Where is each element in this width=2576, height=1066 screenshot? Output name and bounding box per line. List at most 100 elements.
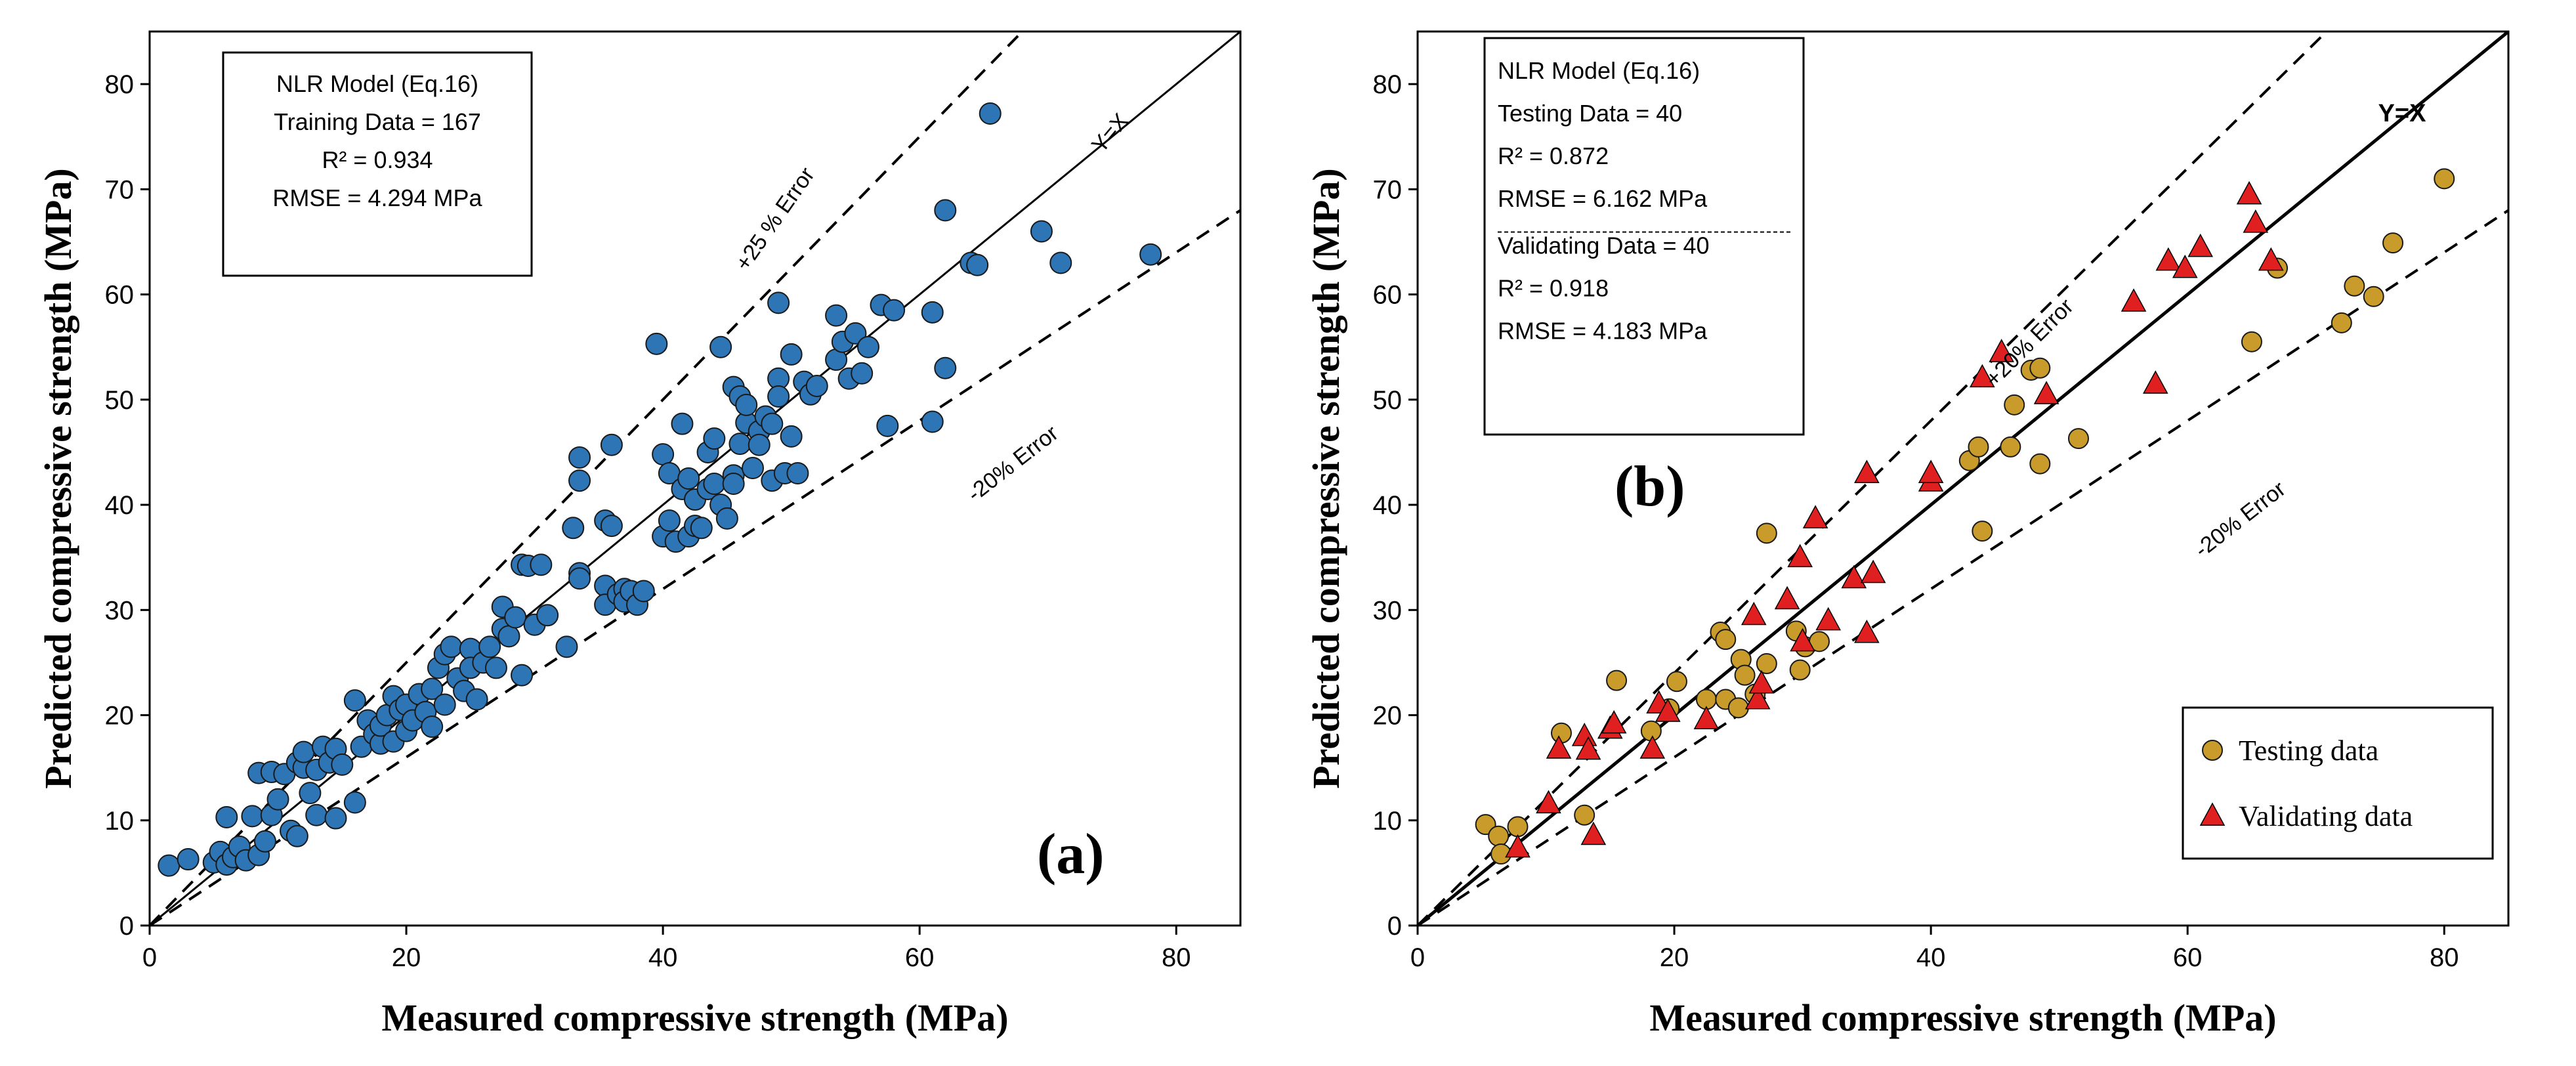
panel-b-info-line: NLR Model (Eq.16) [1498,57,1700,84]
panel-b-y-tick-label: 70 [1373,175,1403,204]
panel-a-data-point-training-data [786,461,809,484]
panel-a-data-point-training-data [703,427,726,450]
panel-a-data-point-training-data [511,664,534,687]
panel-b-data-point-validating-data [1774,586,1800,610]
panel-a-data-point-training-data [331,753,354,776]
panel-b-legend-marker [2199,802,2226,826]
panel-b-y-tick-label: 60 [1373,281,1403,310]
panel-b-data-point-testing-data [1488,825,1510,847]
panel-b-data-point-testing-data [2067,428,2089,450]
panel-b-data-point-testing-data [2000,436,2021,458]
panel-b-reference-line-y-equals-x [1418,32,2508,926]
panel-b-data-point-validating-data [1575,736,1601,760]
panel-a-info-line: Training Data = 167 [274,108,481,135]
panel-a-data-point-training-data [805,374,828,397]
panel-b-data-point-validating-data [1802,505,1828,528]
panel-b-data-point-validating-data [1601,710,1627,734]
panel-b-data-point-validating-data [1655,698,1681,722]
panel-a-panel-label: (a) [1037,822,1105,886]
panel-a-info-line: R² = 0.934 [322,146,433,173]
panel-b-data-point-validating-data [1546,735,1572,759]
panel-a-data-point-training-data [1049,251,1072,274]
panel-b-data-point-testing-data [1756,522,1777,544]
panel-b-data-point-testing-data [1606,670,1628,691]
panel-b-info-line: RMSE = 6.162 MPa [1498,185,1708,212]
panel-b-info-line: Validating Data = 40 [1498,232,1710,259]
panel-a-data-point-training-data [343,791,366,814]
panel-a-data-point-training-data [851,362,874,385]
panel-b-x-tick-label: 20 [1660,943,1689,972]
panel-a-data-point-training-data [632,580,655,603]
panel-b-data-point-validating-data [1741,601,1767,626]
panel-a-data-point-training-data [856,335,879,358]
panel-b-data-point-testing-data [2434,168,2455,190]
panel-b-data-point-testing-data [1734,664,1756,686]
panel-a-y-tick-label: 20 [105,702,135,731]
panel-b-x-axis-title: Measured compressive strength (MPa) [1649,996,2276,1039]
panel-a-data-point-training-data [497,625,520,648]
panel-a-data-point-training-data [421,677,444,700]
panel-a-data-point-training-data [780,425,803,448]
panel-a-y-tick-label: 10 [105,807,135,836]
panel-a-x-tick-label: 40 [648,943,678,972]
panel-a-data-point-training-data [966,253,989,276]
panel-a-data-point-training-data [158,854,180,877]
panel-b-x-tick-label: 60 [2173,943,2203,972]
panel-a-data-point-training-data [343,689,366,712]
panel-a-x-axis-title: Measured compressive strength (MPa) [381,996,1008,1039]
panel-b-data-point-validating-data [1505,834,1531,858]
panel-b-data-point-testing-data [1972,521,1993,542]
panel-a-data-point-training-data [562,517,585,540]
panel-b-data-point-testing-data [1727,697,1749,719]
panel-a-data-point-training-data [767,291,790,314]
panel-a-data-point-training-data [484,656,507,679]
panel-a-data-point-training-data [645,332,668,355]
panel-b-legend [2182,706,2494,860]
panel-a-data-point-training-data [1030,220,1053,243]
panel-b-data-point-testing-data [1666,671,1687,693]
panel-b-y-tick-label: 80 [1373,70,1403,99]
panel-a-data-point-training-data [600,433,623,456]
panel-b-info-line: R² = 0.872 [1498,142,1609,169]
panel-a-data-point-training-data [979,102,1002,125]
panel-b-data-point-validating-data [1989,339,2014,362]
panel-b-y-tick-label: 50 [1373,386,1403,415]
panel-a-data-point-training-data [504,606,527,629]
panel-b-legend-marker [2202,740,2223,761]
panel-a-x-tick-label: 20 [392,943,421,972]
panel-a-data-point-training-data [241,805,264,828]
panel-a-y-tick-label: 40 [105,491,135,520]
panel-a-data-point-training-data [285,824,308,847]
panel-b-data-point-validating-data [2236,181,2262,205]
panel-b-y-tick-label: 20 [1373,702,1403,731]
panel-b-data-point-validating-data [1970,364,1995,388]
panel-b-data-point-testing-data [1550,722,1572,744]
panel-a-data-point-training-data [703,473,726,496]
panel-a-y-tick-label: 50 [105,386,135,415]
panel-a-data-point-training-data [465,688,488,711]
panel-a-y-tick-label: 70 [105,175,135,204]
panel-a-info-box [222,51,533,277]
panel-a-info-line: NLR Model (Eq.16) [276,70,478,97]
panel-a-data-point-training-data [433,693,456,716]
panel-a-info-line: RMSE = 4.294 MPa [272,184,482,211]
panel-b-info-line: Testing Data = 40 [1498,100,1682,127]
panel-b-legend-label: Validating data [2239,800,2413,832]
panel-b-data-point-testing-data [2331,312,2352,333]
panel-a-data-point-training-data [1139,243,1162,266]
panel-a-data-point-training-data [844,322,867,345]
panel-b-data-point-validating-data [1748,670,1775,694]
panel-b-legend-label: Testing data [2239,735,2378,767]
panel-a-y-tick-label: 60 [105,281,135,310]
panel-b-data-point-validating-data [1815,607,1842,631]
panel-a-data-point-training-data [921,410,944,433]
panel-b-data-point-testing-data [2344,275,2365,297]
panel-b-data-point-testing-data [2029,453,2051,475]
panel-b-data-point-validating-data [1639,735,1666,759]
panel-b-data-point-validating-data [1854,459,1880,483]
panel-b-data-point-testing-data [1507,816,1529,838]
panel-a-data-point-training-data [748,433,771,456]
panel-b-data-point-testing-data [1756,653,1777,675]
